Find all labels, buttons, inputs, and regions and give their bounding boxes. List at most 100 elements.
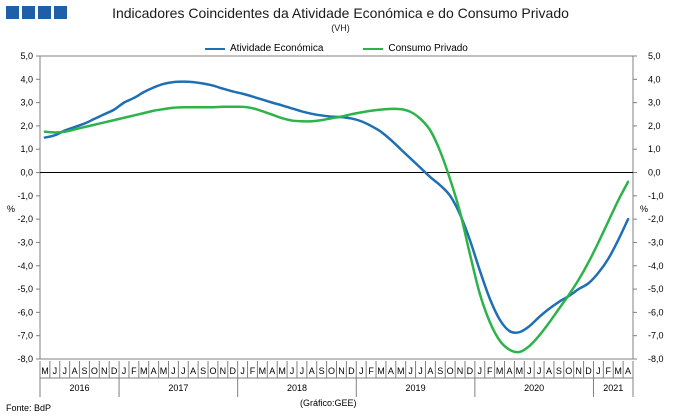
x-tick-label: N: [338, 366, 345, 376]
y-tick-label-left: -2,0: [17, 214, 33, 224]
y-tick-label-left: 4,0: [20, 74, 33, 84]
x-tick-label: D: [229, 366, 236, 376]
x-tick-label: J: [290, 366, 295, 376]
x-tick-label: A: [190, 366, 196, 376]
x-tick-label: J: [122, 366, 127, 376]
x-tick-label: A: [427, 366, 433, 376]
year-label: 2021: [603, 383, 623, 393]
year-label: 2020: [524, 383, 544, 393]
logo-square: [54, 6, 67, 19]
series-line-consumo-privado: [43, 105, 630, 354]
chart-credit: (Gráfico:GEE): [300, 398, 357, 408]
x-tick-label: S: [437, 366, 443, 376]
logo-square: [22, 6, 35, 19]
x-tick-label: D: [111, 366, 118, 376]
x-tick-label: M: [259, 366, 267, 376]
y-axis-label-right: %: [640, 204, 649, 214]
x-tick-label: N: [457, 366, 464, 376]
y-tick-label-right: -8,0: [648, 354, 664, 364]
x-tick-label: M: [377, 366, 385, 376]
year-label: 2016: [70, 383, 90, 393]
year-label: 2018: [287, 383, 307, 393]
x-tick-label: J: [408, 366, 413, 376]
y-tick-label-left: -1,0: [17, 191, 33, 201]
x-tick-label: J: [418, 366, 423, 376]
x-tick-label: A: [269, 366, 275, 376]
x-tick-label: O: [447, 366, 454, 376]
chart-legend: Atividade Económica Consumo Privado: [205, 43, 468, 54]
y-tick-label-left: -4,0: [17, 261, 33, 271]
logo-square: [38, 6, 51, 19]
x-tick-label: D: [585, 366, 592, 376]
x-tick-label: A: [151, 366, 157, 376]
y-tick-label-left: -7,0: [17, 331, 33, 341]
series-line-atividade-economica: [43, 80, 630, 334]
x-tick-label: J: [300, 366, 305, 376]
x-tick-label: F: [606, 366, 612, 376]
x-tick-label: S: [200, 366, 206, 376]
y-tick-label-left: 0,0: [20, 168, 33, 178]
x-tick-label: A: [546, 366, 552, 376]
x-tick-label: A: [625, 366, 631, 376]
legend-label-consumo: Consumo Privado: [388, 43, 468, 54]
x-tick-label: J: [181, 366, 186, 376]
x-tick-label: O: [565, 366, 572, 376]
y-tick-label-left: -6,0: [17, 307, 33, 317]
y-tick-label-right: 1,0: [648, 144, 661, 154]
y-tick-label-right: 5,0: [648, 51, 661, 61]
x-tick-label: M: [140, 366, 148, 376]
x-tick-label: N: [101, 366, 108, 376]
x-tick-label: J: [527, 366, 532, 376]
legend-swatch-atividade: [205, 47, 225, 50]
x-tick-label: M: [397, 366, 405, 376]
x-tick-label: O: [209, 366, 216, 376]
y-tick-label-left: 1,0: [20, 144, 33, 154]
x-tick-label: J: [240, 366, 245, 376]
legend-label-atividade: Atividade Económica: [230, 43, 324, 54]
y-tick-label-left: 3,0: [20, 98, 33, 108]
y-tick-label-left: 5,0: [20, 51, 33, 61]
y-tick-label-right: -6,0: [648, 307, 664, 317]
source-note: Fonte: BdP: [6, 403, 52, 413]
x-tick-label: J: [537, 366, 542, 376]
x-tick-label: O: [91, 366, 98, 376]
gee-logo: [6, 6, 67, 19]
x-tick-label: S: [556, 366, 562, 376]
x-tick-label: A: [72, 366, 78, 376]
y-tick-label-right: -4,0: [648, 261, 664, 271]
legend-item-atividade: Atividade Económica: [205, 43, 323, 54]
x-tick-label: J: [53, 366, 58, 376]
x-tick-label: A: [309, 366, 315, 376]
y-tick-label-right: 0,0: [648, 168, 661, 178]
x-tick-label: F: [131, 366, 137, 376]
x-tick-label: M: [160, 366, 168, 376]
year-label: 2017: [168, 383, 188, 393]
x-tick-label: A: [506, 366, 512, 376]
x-tick-label: F: [487, 366, 493, 376]
legend-swatch-consumo: [363, 47, 384, 50]
x-tick-label: F: [368, 366, 374, 376]
x-tick-label: M: [496, 366, 504, 376]
x-tick-label: J: [478, 366, 483, 376]
x-tick-label: O: [328, 366, 335, 376]
x-tick-label: M: [278, 366, 286, 376]
y-axis-label-left: %: [7, 204, 16, 214]
x-tick-label: S: [319, 366, 325, 376]
x-tick-label: S: [81, 366, 87, 376]
y-tick-label-right: -1,0: [648, 191, 664, 201]
y-tick-label-right: 2,0: [648, 121, 661, 131]
x-tick-label: J: [62, 366, 67, 376]
legend-item-consumo: Consumo Privado: [363, 43, 468, 54]
y-tick-label-right: -2,0: [648, 214, 664, 224]
x-tick-label: A: [388, 366, 394, 376]
x-tick-label: N: [575, 366, 582, 376]
plot-area: [39, 55, 634, 360]
y-tick-label-left: -8,0: [17, 354, 33, 364]
x-tick-label: F: [250, 366, 256, 376]
x-tick-label: D: [467, 366, 474, 376]
x-tick-label: M: [614, 366, 622, 376]
logo-square: [6, 6, 19, 19]
x-tick-label: M: [41, 366, 49, 376]
y-tick-label-left: -3,0: [17, 237, 33, 247]
